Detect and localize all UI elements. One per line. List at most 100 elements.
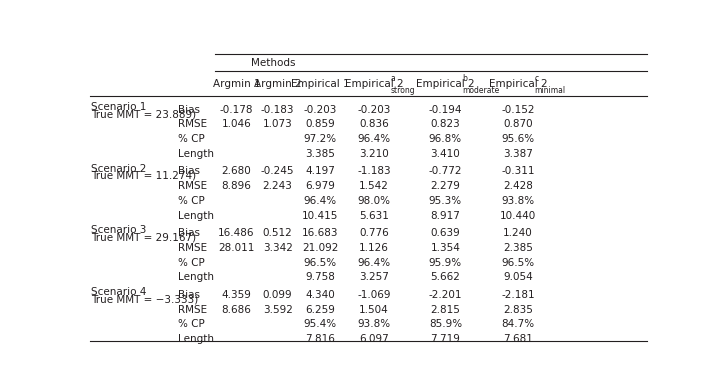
Text: 21.092: 21.092 [302, 243, 338, 253]
Text: 1.126: 1.126 [359, 243, 389, 253]
Text: 2.835: 2.835 [503, 305, 533, 315]
Text: 96.4%: 96.4% [303, 196, 336, 206]
Text: Scenario 3: Scenario 3 [91, 225, 147, 235]
Text: -2.181: -2.181 [501, 290, 535, 300]
Text: 8.896: 8.896 [221, 181, 252, 191]
Text: Empirical 2: Empirical 2 [416, 79, 475, 89]
Text: -1.183: -1.183 [357, 166, 391, 176]
Text: 3.387: 3.387 [503, 149, 533, 159]
Text: Empirical 2: Empirical 2 [344, 79, 403, 89]
Text: -2.201: -2.201 [429, 290, 462, 300]
Text: % CP: % CP [178, 134, 205, 144]
Text: 3.592: 3.592 [262, 305, 293, 315]
Text: -1.069: -1.069 [357, 290, 391, 300]
Text: True MMT = 23.889): True MMT = 23.889) [91, 109, 196, 119]
Text: 3.210: 3.210 [360, 149, 389, 159]
Text: 3.410: 3.410 [431, 149, 460, 159]
Text: 96.5%: 96.5% [501, 258, 534, 268]
Text: 93.8%: 93.8% [501, 196, 534, 206]
Text: 96.8%: 96.8% [429, 134, 462, 144]
Text: RMSE: RMSE [178, 119, 207, 129]
Text: minimal: minimal [534, 86, 566, 95]
Text: 16.486: 16.486 [218, 228, 255, 238]
Text: 1.504: 1.504 [360, 305, 389, 315]
Text: 2.279: 2.279 [431, 181, 460, 191]
Text: moderate: moderate [462, 86, 500, 95]
Text: 95.4%: 95.4% [303, 319, 336, 329]
Text: 2.428: 2.428 [503, 181, 533, 191]
Text: 1.046: 1.046 [221, 119, 252, 129]
Text: True MMT = −3.333): True MMT = −3.333) [91, 294, 198, 304]
Text: 95.6%: 95.6% [501, 134, 534, 144]
Text: 0.836: 0.836 [360, 119, 389, 129]
Text: 96.5%: 96.5% [303, 258, 336, 268]
Text: Bias: Bias [178, 166, 200, 176]
Text: 4.359: 4.359 [221, 290, 252, 300]
Text: 3.385: 3.385 [305, 149, 335, 159]
Text: % CP: % CP [178, 258, 205, 268]
Text: Scenario 2: Scenario 2 [91, 163, 147, 174]
Text: 4.340: 4.340 [305, 290, 335, 300]
Text: % CP: % CP [178, 196, 205, 206]
Text: 8.686: 8.686 [221, 305, 252, 315]
Text: 84.7%: 84.7% [501, 319, 534, 329]
Text: -0.183: -0.183 [261, 105, 294, 114]
Text: Methods: Methods [252, 57, 296, 68]
Text: -0.194: -0.194 [429, 105, 462, 114]
Text: 0.639: 0.639 [431, 228, 460, 238]
Text: 0.512: 0.512 [262, 228, 293, 238]
Text: -0.203: -0.203 [303, 105, 336, 114]
Text: -0.772: -0.772 [429, 166, 462, 176]
Text: 85.9%: 85.9% [429, 319, 462, 329]
Text: RMSE: RMSE [178, 305, 207, 315]
Text: Bias: Bias [178, 105, 200, 114]
Text: % CP: % CP [178, 319, 205, 329]
Text: 2.243: 2.243 [262, 181, 293, 191]
Text: 1.240: 1.240 [503, 228, 533, 238]
Text: 2.815: 2.815 [431, 305, 460, 315]
Text: 4.197: 4.197 [305, 166, 335, 176]
Text: 98.0%: 98.0% [357, 196, 390, 206]
Text: 28.011: 28.011 [219, 243, 255, 253]
Text: -0.245: -0.245 [261, 166, 294, 176]
Text: 5.631: 5.631 [359, 210, 389, 220]
Text: 10.415: 10.415 [302, 210, 338, 220]
Text: -0.311: -0.311 [501, 166, 534, 176]
Text: 3.342: 3.342 [262, 243, 293, 253]
Text: Length: Length [178, 334, 214, 344]
Text: a: a [391, 74, 395, 83]
Text: 2.680: 2.680 [221, 166, 252, 176]
Text: 7.681: 7.681 [503, 334, 533, 344]
Text: 95.3%: 95.3% [429, 196, 462, 206]
Text: 5.662: 5.662 [431, 272, 460, 282]
Text: 0.823: 0.823 [431, 119, 460, 129]
Text: Scenario 1: Scenario 1 [91, 102, 147, 112]
Text: 6.979: 6.979 [305, 181, 335, 191]
Text: Empirical 1: Empirical 1 [290, 79, 349, 89]
Text: Bias: Bias [178, 290, 200, 300]
Text: 1.073: 1.073 [262, 119, 293, 129]
Text: 6.097: 6.097 [360, 334, 389, 344]
Text: -0.152: -0.152 [501, 105, 534, 114]
Text: 0.776: 0.776 [360, 228, 389, 238]
Text: 1.542: 1.542 [359, 181, 389, 191]
Text: RMSE: RMSE [178, 181, 207, 191]
Text: Argmin 1: Argmin 1 [213, 79, 260, 89]
Text: -0.178: -0.178 [220, 105, 253, 114]
Text: Argmin 2: Argmin 2 [254, 79, 301, 89]
Text: 8.917: 8.917 [431, 210, 460, 220]
Text: Length: Length [178, 210, 214, 220]
Text: 10.440: 10.440 [500, 210, 536, 220]
Text: 1.354: 1.354 [431, 243, 460, 253]
Text: 96.4%: 96.4% [357, 258, 390, 268]
Text: 9.758: 9.758 [305, 272, 335, 282]
Text: strong: strong [391, 86, 416, 95]
Text: Length: Length [178, 149, 214, 159]
Text: 93.8%: 93.8% [357, 319, 390, 329]
Text: True MMT = 11.274): True MMT = 11.274) [91, 171, 196, 181]
Text: 16.683: 16.683 [302, 228, 338, 238]
Text: Scenario 4: Scenario 4 [91, 287, 147, 297]
Text: Length: Length [178, 272, 214, 282]
Text: 97.2%: 97.2% [303, 134, 336, 144]
Text: 2.385: 2.385 [503, 243, 533, 253]
